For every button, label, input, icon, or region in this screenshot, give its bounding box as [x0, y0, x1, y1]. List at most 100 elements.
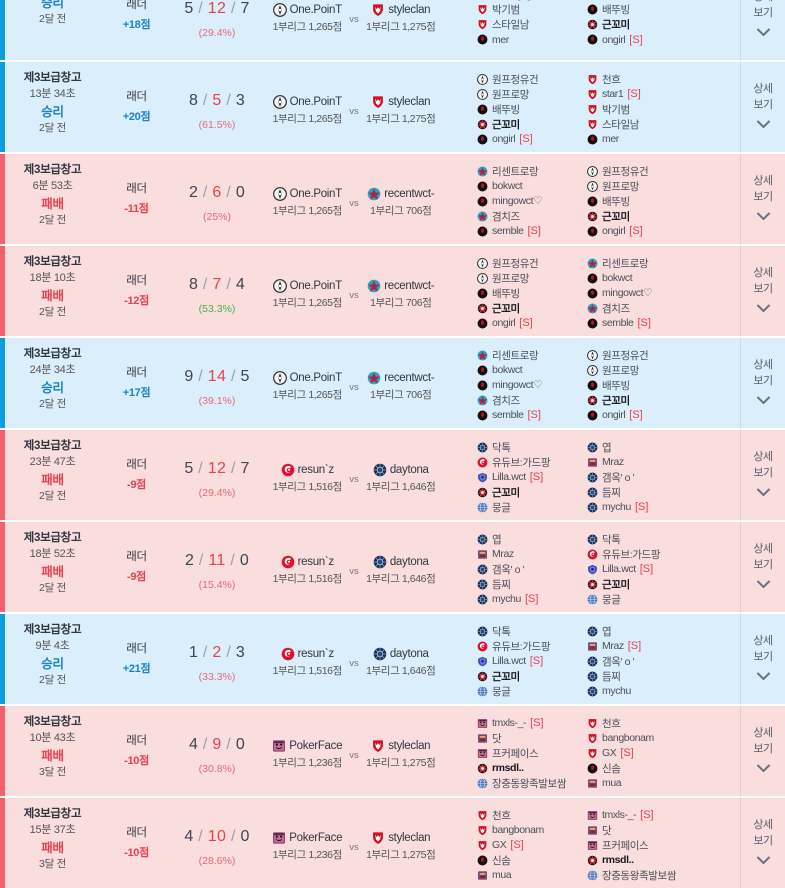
clan-left[interactable]: PokerFace 1부리그 1,236점: [268, 831, 346, 862]
player-entry[interactable]: 유듀브:가드팡: [587, 547, 697, 562]
player-entry[interactable]: GX [S]: [587, 746, 697, 761]
detail-view-button[interactable]: 상세 보기: [740, 614, 785, 704]
match-row[interactable]: 제3보급창고 9분 4초 승리 2달 전 래더 +21점 1 / 2 / 3 (…: [0, 614, 785, 704]
player-entry[interactable]: 갬옥' o ': [587, 470, 697, 485]
detail-view-button[interactable]: 상세 보기: [740, 338, 785, 428]
player-entry[interactable]: 박기범: [477, 2, 587, 17]
clan-right[interactable]: recentwct- 1부리그 706점: [362, 279, 440, 310]
player-entry[interactable]: 근꼬미: [587, 209, 697, 224]
player-entry[interactable]: ongirl [S]: [587, 224, 697, 239]
chevron-down-icon[interactable]: [756, 212, 770, 224]
player-entry[interactable]: 근꼬미: [477, 301, 587, 316]
player-entry[interactable]: tmxls-_- [S]: [587, 808, 697, 823]
player-entry[interactable]: 갬옥' o ': [587, 654, 697, 669]
player-entry[interactable]: bangbonam: [587, 731, 697, 746]
player-entry[interactable]: Mraz: [587, 455, 697, 470]
player-entry[interactable]: 신솜: [477, 853, 587, 868]
player-entry[interactable]: 리센트로랑: [587, 256, 697, 271]
player-entry[interactable]: 배뚜빙: [587, 2, 697, 17]
player-entry[interactable]: 근꼬미: [587, 17, 697, 32]
player-entry[interactable]: 천흐: [587, 72, 697, 87]
player-entry[interactable]: 겸치즈: [477, 209, 587, 224]
clan-right[interactable]: styleclan 1부리그 1,275점: [362, 831, 440, 862]
match-row[interactable]: 18분 44초 승리 2달 전 래더 +18점 5 / 12 / 7 (29.4…: [0, 0, 785, 60]
clan-left[interactable]: resun`z 1부리그 1,516점: [268, 647, 346, 678]
player-entry[interactable]: 근꼬미: [587, 577, 697, 592]
player-entry[interactable]: 박기범: [587, 102, 697, 117]
match-row[interactable]: 제3보급창고 23분 47초 패배 2달 전 래더 -9점 5 / 12 / 7…: [0, 430, 785, 520]
player-entry[interactable]: mychu: [587, 684, 697, 699]
clan-left[interactable]: PokerFace 1부리그 1,236점: [268, 739, 346, 770]
player-entry[interactable]: 장충동왕족발보쌈: [587, 868, 697, 883]
clan-right[interactable]: daytona 1부리그 1,646점: [362, 463, 440, 494]
player-entry[interactable]: semble [S]: [587, 316, 697, 331]
player-entry[interactable]: 닥톡: [587, 532, 697, 547]
clan-right[interactable]: daytona 1부리그 1,646점: [362, 555, 440, 586]
player-entry[interactable]: 근꼬미: [477, 117, 587, 132]
detail-view-button[interactable]: 상세 보기: [740, 154, 785, 244]
clan-left[interactable]: One.PoinT 1부리그 1,265점: [268, 2, 346, 34]
player-entry[interactable]: 원프로망: [477, 87, 587, 102]
player-entry[interactable]: bangbonam: [477, 823, 587, 838]
player-entry[interactable]: semble [S]: [477, 224, 587, 239]
player-entry[interactable]: ongirl [S]: [587, 408, 697, 423]
player-entry[interactable]: 겸치즈: [587, 301, 697, 316]
chevron-down-icon[interactable]: [756, 764, 770, 776]
match-row[interactable]: 제3보급창고 24분 34초 승리 2달 전 래더 +17점 9 / 14 / …: [0, 338, 785, 428]
clan-left[interactable]: One.PoinT 1부리그 1,265점: [268, 278, 346, 310]
clan-right[interactable]: styleclan 1부리그 1,275점: [362, 3, 440, 34]
player-entry[interactable]: 뭉글: [477, 684, 587, 699]
detail-view-button[interactable]: 상세 보기: [740, 62, 785, 152]
player-entry[interactable]: 프커페이스: [587, 838, 697, 853]
player-entry[interactable]: Lilla.wct [S]: [477, 654, 587, 669]
player-entry[interactable]: 듬찌: [587, 669, 697, 684]
player-entry[interactable]: mingowct♡: [587, 286, 697, 301]
clan-left[interactable]: One.PoinT 1부리그 1,265점: [268, 186, 346, 218]
player-entry[interactable]: 리센트로랑: [477, 164, 587, 179]
chevron-down-icon[interactable]: [756, 488, 770, 500]
player-entry[interactable]: 배뚜빙: [587, 378, 697, 393]
detail-view-button[interactable]: 상세 보기: [740, 430, 785, 520]
clan-right[interactable]: recentwct- 1부리그 706점: [362, 371, 440, 402]
player-entry[interactable]: 배뚜빙: [587, 194, 697, 209]
player-entry[interactable]: 장충동왕족발보쌈: [477, 776, 587, 791]
player-entry[interactable]: 천흐: [587, 716, 697, 731]
match-row[interactable]: 제3보급창고 18분 10초 패배 2달 전 래더 -12점 8 / 7 / 4…: [0, 246, 785, 336]
player-entry[interactable]: 신솜: [587, 761, 697, 776]
clan-left[interactable]: One.PoinT 1부리그 1,265점: [268, 94, 346, 126]
player-entry[interactable]: 닥톡: [477, 440, 587, 455]
clan-right[interactable]: daytona 1부리그 1,646점: [362, 647, 440, 678]
detail-view-button[interactable]: 상세 보기: [740, 522, 785, 612]
player-entry[interactable]: 근꼬미: [477, 485, 587, 500]
player-entry[interactable]: 엽: [477, 532, 587, 547]
clan-right[interactable]: recentwct- 1부리그 706점: [362, 187, 440, 218]
player-entry[interactable]: 뭉글: [477, 500, 587, 515]
player-entry[interactable]: GX [S]: [477, 838, 587, 853]
clan-left[interactable]: resun`z 1부리그 1,516점: [268, 463, 346, 494]
detail-view-button[interactable]: 상세 보기: [740, 0, 785, 60]
player-entry[interactable]: 스타일남: [587, 117, 697, 132]
player-entry[interactable]: 프커페이스: [477, 746, 587, 761]
chevron-down-icon[interactable]: [756, 28, 770, 40]
player-entry[interactable]: Mraz [S]: [587, 639, 697, 654]
player-entry[interactable]: 닷: [587, 823, 697, 838]
player-entry[interactable]: ongirl [S]: [587, 32, 697, 47]
player-entry[interactable]: Mraz: [477, 547, 587, 562]
match-row[interactable]: 제3보급창고 13분 34초 승리 2달 전 래더 +20점 8 / 5 / 3…: [0, 62, 785, 152]
player-entry[interactable]: 닥톡: [477, 624, 587, 639]
player-entry[interactable]: 원프로망: [587, 363, 697, 378]
player-entry[interactable]: mingowct♡: [477, 194, 587, 209]
player-entry[interactable]: 뭉글: [587, 592, 697, 607]
player-entry[interactable]: 닷: [477, 731, 587, 746]
player-entry[interactable]: 리센트로랑: [477, 348, 587, 363]
player-entry[interactable]: mer: [477, 32, 587, 47]
player-entry[interactable]: rmsdl..: [587, 853, 697, 868]
match-row[interactable]: 제3보급창고 10분 43초 패배 3달 전 래더 -10점 4 / 9 / 0…: [0, 706, 785, 796]
player-entry[interactable]: Lilla.wct [S]: [587, 562, 697, 577]
player-entry[interactable]: star1[S]: [477, 0, 587, 2]
player-entry[interactable]: ongirl [S]: [477, 132, 587, 147]
player-entry[interactable]: 천흐: [477, 808, 587, 823]
clan-left[interactable]: One.PoinT 1부리그 1,265점: [268, 370, 346, 402]
player-entry[interactable]: 원프로망: [587, 179, 697, 194]
player-entry[interactable]: 원프로망: [477, 271, 587, 286]
